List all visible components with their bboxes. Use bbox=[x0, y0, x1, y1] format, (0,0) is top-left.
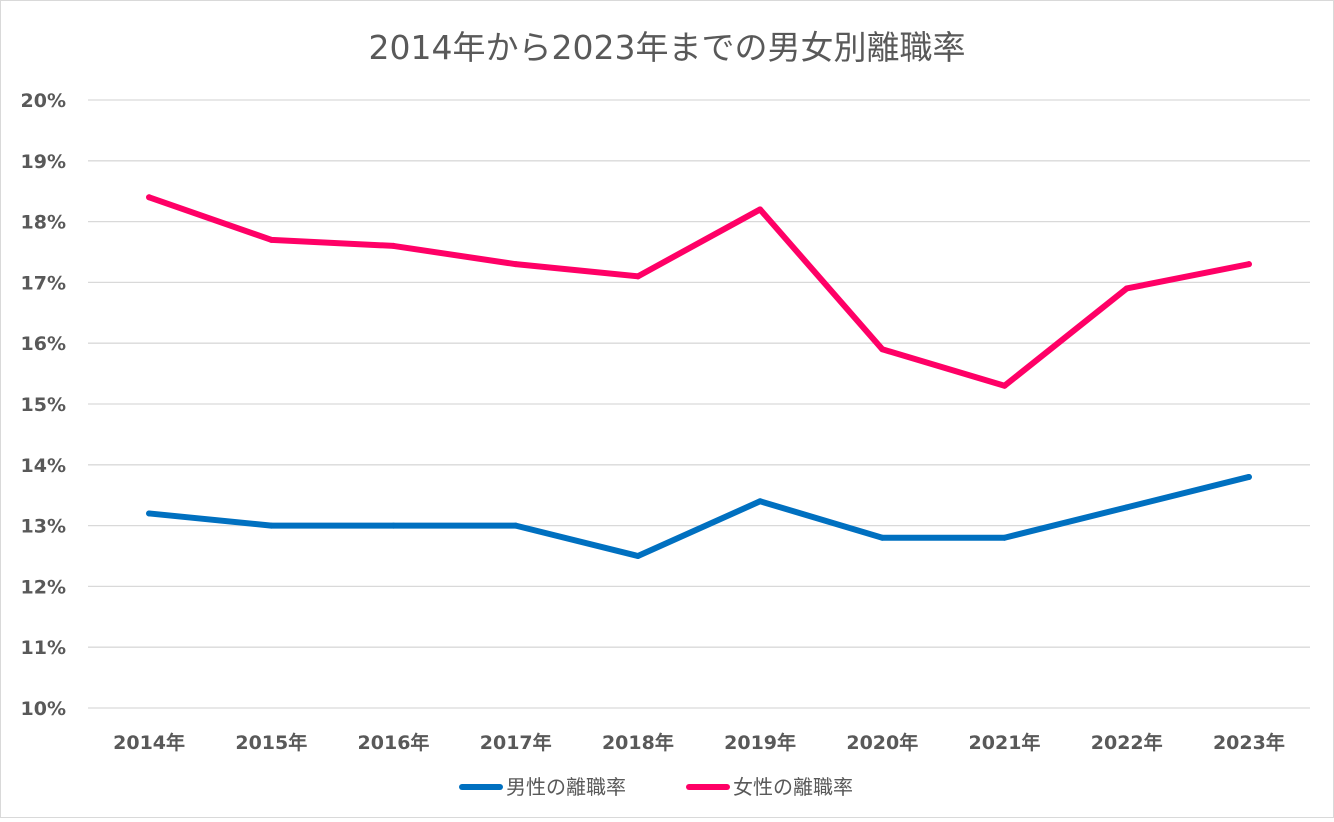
x-tick-label: 2015年 bbox=[235, 731, 307, 754]
y-tick-label: 14% bbox=[21, 455, 66, 477]
data-point bbox=[390, 522, 397, 529]
legend-label: 女性の離職率 bbox=[733, 775, 853, 799]
y-tick-label: 13% bbox=[21, 516, 66, 538]
data-point bbox=[1245, 473, 1252, 480]
data-point bbox=[146, 510, 153, 517]
x-axis-ticks: 2014年 2015年 2016年 2017年 2018年 2019年 2020年 2021年… bbox=[113, 731, 1285, 754]
x-tick-label: 2023年 bbox=[1213, 731, 1285, 754]
data-point bbox=[1001, 382, 1008, 389]
data-point bbox=[1123, 504, 1130, 511]
gridlines bbox=[88, 99, 1310, 709]
data-point bbox=[634, 273, 641, 280]
y-tick-label: 18% bbox=[21, 212, 66, 234]
data-point bbox=[757, 498, 764, 505]
series-line-0 bbox=[146, 473, 1252, 559]
x-tick-label: 2018年 bbox=[602, 731, 674, 754]
x-tick-label: 2019年 bbox=[724, 731, 796, 754]
series-line-1 bbox=[146, 194, 1252, 389]
data-point bbox=[879, 346, 886, 353]
x-tick-label: 2016年 bbox=[358, 731, 430, 754]
data-point bbox=[146, 194, 153, 201]
y-tick-label: 12% bbox=[21, 576, 66, 598]
series-lines bbox=[146, 194, 1252, 559]
data-point bbox=[268, 522, 275, 529]
y-tick-label: 15% bbox=[21, 394, 66, 416]
y-tick-label: 17% bbox=[21, 272, 66, 294]
x-tick-label: 2021年 bbox=[969, 731, 1041, 754]
data-point bbox=[512, 261, 519, 268]
data-point bbox=[879, 534, 886, 541]
chart-title: 2014年から2023年までの男女別離職率 bbox=[369, 28, 966, 67]
y-tick-label: 19% bbox=[21, 151, 66, 173]
data-point bbox=[757, 206, 764, 213]
data-point bbox=[512, 522, 519, 529]
y-tick-label: 20% bbox=[21, 90, 66, 112]
y-tick-label: 11% bbox=[21, 637, 66, 659]
data-point bbox=[1123, 285, 1130, 292]
x-tick-label: 2022年 bbox=[1091, 731, 1163, 754]
y-tick-label: 16% bbox=[21, 333, 66, 355]
data-point bbox=[268, 236, 275, 243]
data-point bbox=[390, 242, 397, 249]
legend: 男性の離職率 女性の離職率 bbox=[459, 775, 853, 799]
y-axis-ticks: 10% 11% 12% 13% 14% 15% 16% 17% 18% 19% 20% bbox=[21, 90, 66, 720]
x-tick-label: 2017年 bbox=[480, 731, 552, 754]
data-point bbox=[1245, 261, 1252, 268]
y-tick-label: 10% bbox=[21, 698, 66, 720]
data-point bbox=[1001, 534, 1008, 541]
x-tick-label: 2014年 bbox=[113, 731, 185, 754]
data-point bbox=[634, 553, 641, 559]
legend-label: 男性の離職率 bbox=[506, 775, 626, 799]
x-tick-label: 2020年 bbox=[846, 731, 918, 754]
